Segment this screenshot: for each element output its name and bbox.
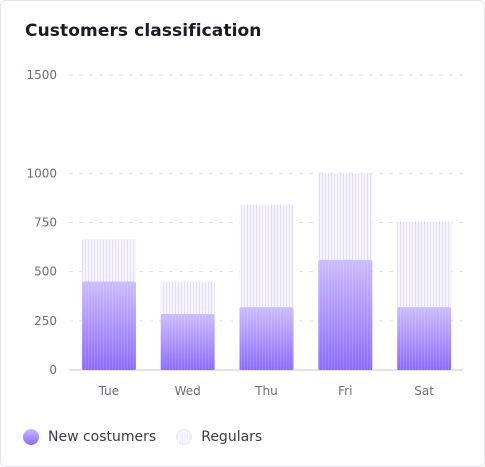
- y-tick-label: 250: [34, 314, 57, 328]
- y-tick-label: 1500: [26, 68, 57, 82]
- bar-regulars-thu[interactable]: [239, 204, 294, 308]
- bar-new-costumers-texture: [160, 313, 215, 370]
- legend-swatch-regulars-icon: [176, 429, 193, 445]
- bar-new-costumers-texture: [318, 259, 373, 370]
- bars-layer: [81, 173, 452, 370]
- chart-canvas: 0 250 500 750 1000 1500 Tue Wed Thu Fri Sat: [26, 68, 463, 398]
- y-tick-label: 500: [34, 265, 57, 279]
- legend: New costumers Regulars: [23, 429, 282, 445]
- bar-new-costumers-texture: [239, 307, 294, 370]
- legend-label-regulars: Regulars: [201, 429, 263, 445]
- bar-regulars-sat[interactable]: [397, 221, 452, 308]
- bar-new-costumers-texture: [81, 281, 136, 370]
- legend-item-regulars[interactable]: Regulars: [176, 429, 262, 445]
- legend-label-new-costumers: New costumers: [48, 429, 157, 445]
- chart-title: Customers classification: [25, 21, 262, 41]
- x-tick-label-sat: Sat: [414, 384, 434, 398]
- x-tick-label-tue: Tue: [98, 384, 120, 398]
- labels-layer: 0 250 500 750 1000 1500 Tue Wed Thu Fri Sat: [26, 68, 434, 398]
- y-tick-label: 0: [49, 363, 57, 377]
- bar-regulars-wed[interactable]: [160, 281, 215, 314]
- x-tick-label-fri: Fri: [338, 384, 352, 398]
- legend-item-new-costumers[interactable]: New costumers: [23, 429, 156, 445]
- bar-new-costumers-texture: [397, 307, 452, 370]
- legend-swatch-new-icon: [23, 429, 39, 445]
- x-tick-label-wed: Wed: [175, 384, 201, 398]
- y-tick-label: 750: [34, 216, 57, 230]
- bar-regulars-tue[interactable]: [81, 239, 136, 282]
- y-tick-label: 1000: [26, 166, 57, 180]
- bar-regulars-fri[interactable]: [318, 173, 373, 260]
- x-tick-label-thu: Thu: [254, 384, 278, 398]
